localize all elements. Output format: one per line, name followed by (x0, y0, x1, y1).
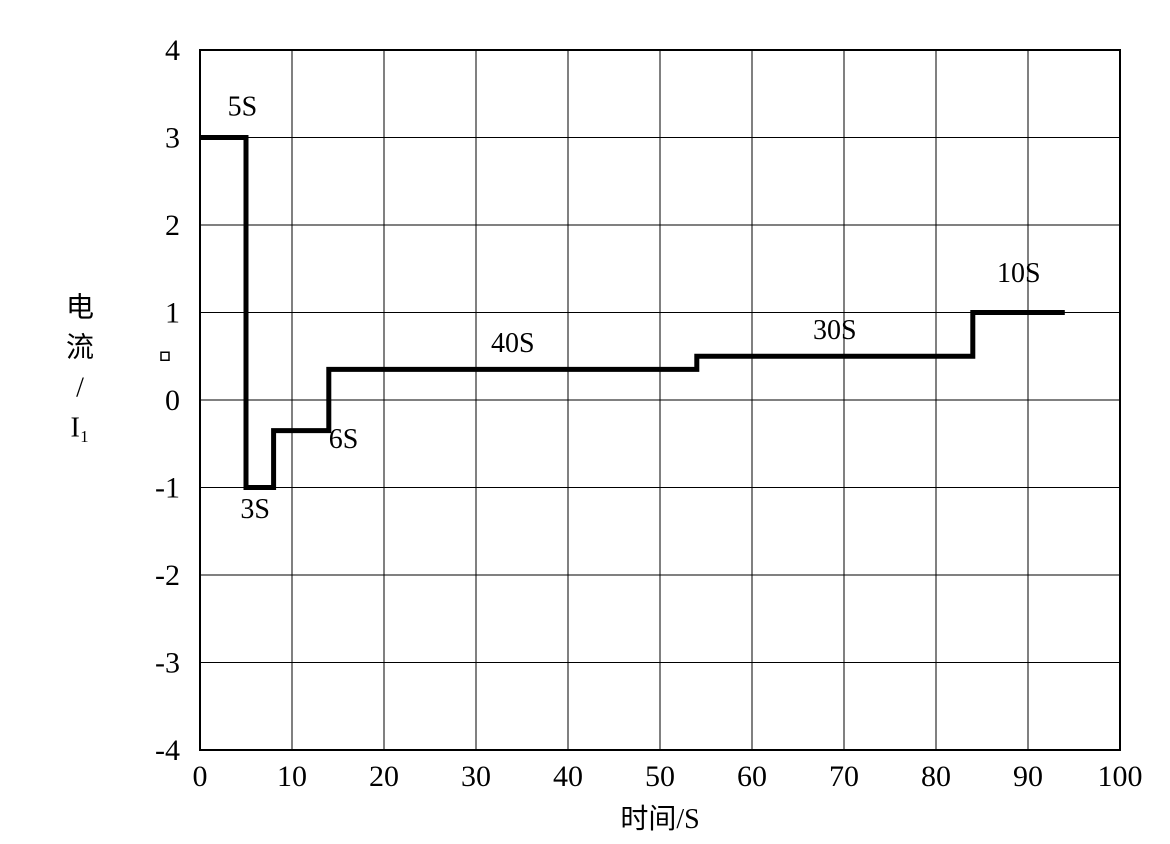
svg-text:20: 20 (369, 760, 399, 793)
svg-text:30: 30 (461, 760, 491, 793)
svg-text:时间/S: 时间/S (620, 803, 699, 835)
svg-text:2: 2 (165, 209, 180, 242)
svg-text:4: 4 (165, 34, 180, 67)
svg-text:电: 电 (66, 291, 94, 323)
svg-text:-3: -3 (155, 647, 180, 680)
chart-svg: 0 10 20 30 40 50 60 70 80 90 100 -4 -3 -2 -1 0 1 2 3 4 时间/S 电… (20, 20, 1150, 840)
svg-text:40: 40 (553, 760, 583, 793)
svg-text:40S: 40S (491, 328, 535, 359)
svg-text:/: / (76, 372, 84, 403)
svg-text:90: 90 (1013, 760, 1043, 793)
svg-text:-1: -1 (155, 472, 180, 505)
svg-text:60: 60 (737, 760, 767, 793)
svg-text:70: 70 (829, 760, 859, 793)
svg-text:3: 3 (165, 122, 180, 155)
svg-text:3S: 3S (240, 494, 270, 525)
svg-text:0: 0 (165, 384, 180, 417)
svg-text:80: 80 (921, 760, 951, 793)
step-chart: 0102030405060708090100-4-3-2-101234时间/S电… (20, 20, 1150, 824)
svg-text:10: 10 (277, 760, 307, 793)
svg-text:100: 100 (1098, 760, 1143, 793)
svg-text:5S: 5S (228, 92, 258, 123)
svg-text:1: 1 (165, 297, 180, 330)
svg-text:6S: 6S (329, 424, 359, 455)
svg-text:30S: 30S (813, 315, 857, 346)
svg-text:-4: -4 (155, 734, 180, 767)
svg-text:0: 0 (193, 760, 208, 793)
svg-text:10S: 10S (997, 258, 1041, 289)
svg-text:50: 50 (645, 760, 675, 793)
svg-text:I₁: I₁ (70, 412, 89, 443)
svg-text:-2: -2 (155, 559, 180, 592)
svg-text:流: 流 (66, 331, 94, 363)
